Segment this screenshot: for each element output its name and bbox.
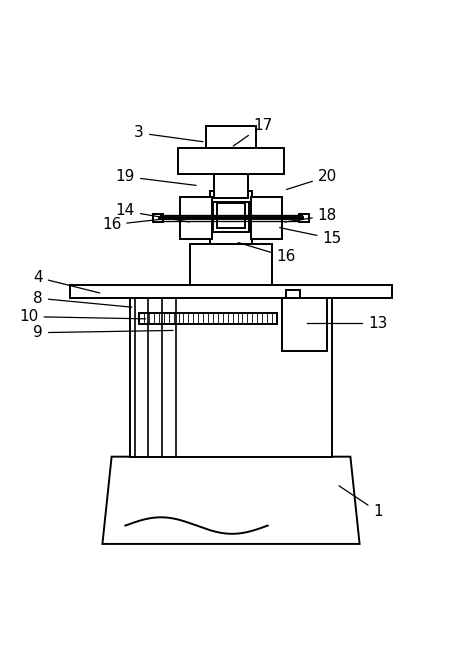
Bar bbox=[178, 148, 284, 174]
Text: 17: 17 bbox=[233, 118, 273, 146]
Bar bbox=[153, 214, 163, 221]
Bar bbox=[281, 298, 328, 351]
Bar bbox=[251, 197, 282, 239]
Text: 9: 9 bbox=[33, 325, 173, 340]
Text: 16: 16 bbox=[238, 243, 296, 265]
Bar bbox=[217, 203, 245, 228]
Text: 1: 1 bbox=[339, 486, 383, 520]
Bar bbox=[299, 214, 309, 221]
Bar bbox=[286, 290, 300, 298]
Text: 20: 20 bbox=[286, 169, 337, 190]
Bar bbox=[214, 174, 248, 198]
Text: 16: 16 bbox=[102, 217, 171, 232]
Bar bbox=[210, 192, 252, 244]
Text: 19: 19 bbox=[116, 169, 196, 186]
Text: 15: 15 bbox=[280, 228, 342, 246]
Bar bbox=[206, 126, 256, 148]
Text: 13: 13 bbox=[307, 316, 388, 331]
Bar bbox=[139, 313, 277, 324]
Text: 3: 3 bbox=[134, 126, 203, 142]
Text: 8: 8 bbox=[33, 291, 132, 307]
Polygon shape bbox=[103, 457, 359, 544]
Text: 4: 4 bbox=[33, 270, 100, 293]
Bar bbox=[213, 202, 249, 232]
Bar bbox=[130, 291, 332, 457]
Text: 10: 10 bbox=[19, 309, 146, 324]
Text: 18: 18 bbox=[285, 208, 337, 223]
Bar bbox=[190, 244, 272, 285]
Bar bbox=[70, 285, 392, 298]
Bar bbox=[181, 197, 212, 239]
Text: 14: 14 bbox=[116, 204, 189, 222]
